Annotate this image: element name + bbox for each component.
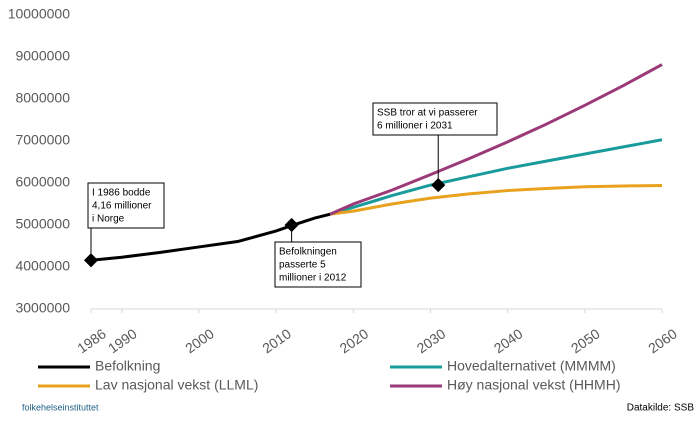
marker [284,217,299,233]
legend-label: Hovedalternativet (MMMM) [447,358,616,374]
y-tick-label: 3000000 [15,300,70,316]
callout-box [372,102,498,136]
x-tick-label: 2020 [336,325,371,356]
marker [431,178,446,193]
series-line [329,138,663,216]
x-tick-label: 2060 [645,325,680,356]
y-tick-label: 9000000 [15,48,70,64]
callout-text: passerte 5 [279,260,326,271]
legend-label: Høy nasjonal vekst (HHMH) [447,377,620,393]
annotation: Befolkningen passerte 5 millioner i 2012 [274,217,362,288]
callout-text: Befolkningen [279,247,337,258]
callout-text: SSB tror at vi passerer [377,108,478,119]
x-tick-label: 2050 [568,325,603,356]
callout-box [274,241,362,288]
x-tick-label: 1990 [105,325,140,356]
series-line [330,184,663,216]
y-tick-label: 4000000 [15,258,70,274]
series-line [90,212,331,262]
y-tick-label: 6000000 [15,174,70,190]
callout-box [87,182,165,229]
logo: folkehelseinstituttet [22,402,99,412]
callout-text: 6 millioner i 2031 [377,121,453,132]
legend-label: Befolkning [95,358,160,374]
x-tick-label: 2030 [414,325,449,356]
callout-text: 4,16 millioner [92,201,152,212]
x-tick-label: 2000 [182,325,217,356]
series-line [329,63,663,216]
annotation: I 1986 bodde 4,16 millioner i Norge [83,182,165,268]
y-tick-label: 5000000 [15,216,70,232]
annotation: SSB tror at vi passerer 6 millioner i 203… [372,102,498,193]
x-tick-label: 1986 [74,325,109,356]
source: Datakilde: SSB [627,403,695,414]
y-tick-label: 7000000 [15,132,70,148]
callout-text: i Norge [92,214,125,225]
x-tick-label: 2010 [259,325,294,356]
marker [83,253,99,268]
callout-text: I 1986 bodde [92,188,151,199]
callout-text: millioner i 2012 [279,273,347,284]
y-tick-label: 8000000 [15,90,70,106]
x-tick-label: 2040 [491,325,526,356]
y-tick-label: 10000000 [8,6,71,22]
legend-label: Lav nasjonal vekst (LLML) [95,377,258,393]
